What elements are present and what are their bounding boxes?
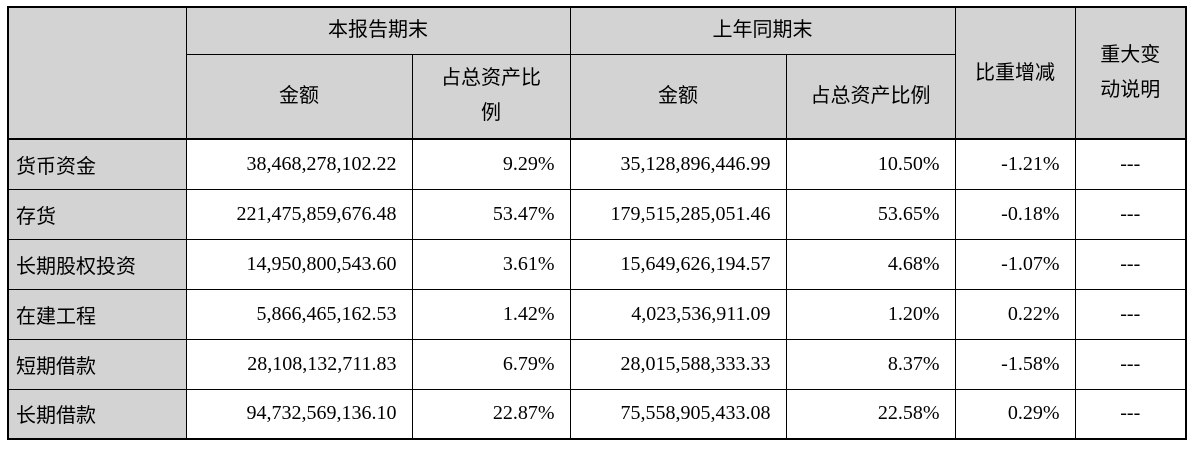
- col-header-amount-current: 金额: [185, 53, 413, 140]
- col-header-change: 比重增减: [954, 6, 1076, 140]
- ratio-current-cell: 22.87%: [411, 388, 571, 440]
- amount-prior-cell: 179,515,285,051.46: [569, 188, 787, 240]
- table-header: 本报告期末 上年同期末 比重增减 重大变 动说明 金额 占总资产比 例 金额 占…: [7, 6, 1187, 140]
- row-label-cell: 在建工程: [7, 288, 187, 340]
- col-header-ratio-prior: 占总资产比例: [785, 53, 956, 140]
- ratio-prior-cell: 4.68%: [785, 238, 956, 290]
- group-current-period: 本报告期末: [185, 6, 571, 55]
- ratio-prior-cell: 53.65%: [785, 188, 956, 240]
- amount-current-cell: 14,950,800,543.60: [185, 238, 413, 290]
- ratio-current-cell: 6.79%: [411, 338, 571, 390]
- amount-current-cell: 38,468,278,102.22: [185, 138, 413, 190]
- amount-prior-cell: 28,015,588,333.33: [569, 338, 787, 390]
- ratio-current-cell: 9.29%: [411, 138, 571, 190]
- row-label-cell: 存货: [7, 188, 187, 240]
- financial-table-container: 本报告期末 上年同期末 比重增减 重大变 动说明 金额 占总资产比 例 金额 占…: [7, 6, 1187, 440]
- note-cell: ---: [1074, 288, 1187, 340]
- group-prior-period: 上年同期末: [569, 6, 956, 55]
- amount-current-cell: 28,108,132,711.83: [185, 338, 413, 390]
- corner-cell: [7, 6, 187, 140]
- note-cell: ---: [1074, 388, 1187, 440]
- col-header-note: 重大变 动说明: [1074, 6, 1187, 140]
- ratio-current-cell: 1.42%: [411, 288, 571, 340]
- change-cell: -0.18%: [954, 188, 1076, 240]
- amount-prior-cell: 75,558,905,433.08: [569, 388, 787, 440]
- amount-prior-cell: 15,649,626,194.57: [569, 238, 787, 290]
- row-label-cell: 长期借款: [7, 388, 187, 440]
- note-cell: ---: [1074, 138, 1187, 190]
- change-cell: -1.21%: [954, 138, 1076, 190]
- amount-current-cell: 5,866,465,162.53: [185, 288, 413, 340]
- table-body: 货币资金 38,468,278,102.22 9.29% 35,128,896,…: [7, 138, 1187, 440]
- amount-prior-cell: 35,128,896,446.99: [569, 138, 787, 190]
- row-label-cell: 长期股权投资: [7, 238, 187, 290]
- table-row: 长期借款 94,732,569,136.10 22.87% 75,558,905…: [7, 388, 1187, 440]
- row-label-cell: 短期借款: [7, 338, 187, 390]
- table-row: 存货 221,475,859,676.48 53.47% 179,515,285…: [7, 188, 1187, 240]
- ratio-prior-cell: 22.58%: [785, 388, 956, 440]
- change-cell: -1.58%: [954, 338, 1076, 390]
- ratio-prior-cell: 1.20%: [785, 288, 956, 340]
- note-cell: ---: [1074, 188, 1187, 240]
- ratio-prior-cell: 10.50%: [785, 138, 956, 190]
- table-row: 短期借款 28,108,132,711.83 6.79% 28,015,588,…: [7, 338, 1187, 390]
- note-cell: ---: [1074, 338, 1187, 390]
- assets-liabilities-table: 本报告期末 上年同期末 比重增减 重大变 动说明 金额 占总资产比 例 金额 占…: [7, 6, 1187, 440]
- table-row: 货币资金 38,468,278,102.22 9.29% 35,128,896,…: [7, 138, 1187, 190]
- ratio-current-cell: 3.61%: [411, 238, 571, 290]
- table-row: 长期股权投资 14,950,800,543.60 3.61% 15,649,62…: [7, 238, 1187, 290]
- table-row: 在建工程 5,866,465,162.53 1.42% 4,023,536,91…: [7, 288, 1187, 340]
- amount-current-cell: 221,475,859,676.48: [185, 188, 413, 240]
- amount-prior-cell: 4,023,536,911.09: [569, 288, 787, 340]
- change-cell: -1.07%: [954, 238, 1076, 290]
- amount-current-cell: 94,732,569,136.10: [185, 388, 413, 440]
- header-group-row: 本报告期末 上年同期末 比重增减 重大变 动说明: [7, 6, 1187, 140]
- change-cell: 0.29%: [954, 388, 1076, 440]
- note-cell: ---: [1074, 238, 1187, 290]
- col-header-ratio-current: 占总资产比 例: [411, 53, 571, 140]
- ratio-prior-cell: 8.37%: [785, 338, 956, 390]
- change-cell: 0.22%: [954, 288, 1076, 340]
- header-sub-row: 金额 占总资产比 例 金额 占总资产比例: [8, 53, 1186, 140]
- col-header-amount-prior: 金额: [569, 53, 787, 140]
- ratio-current-cell: 53.47%: [411, 188, 571, 240]
- row-label-cell: 货币资金: [7, 138, 187, 190]
